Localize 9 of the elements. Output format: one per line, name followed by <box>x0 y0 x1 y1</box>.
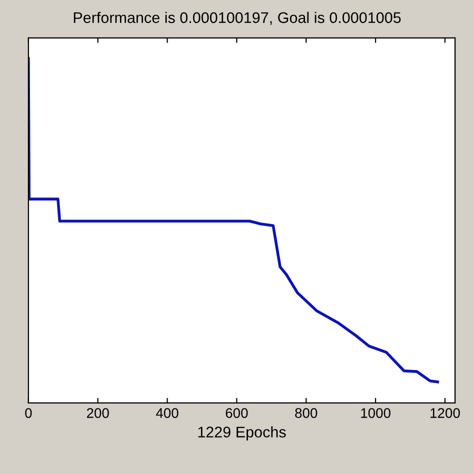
x-tick-label: 1000 <box>361 408 390 418</box>
x-tick-label: 200 <box>86 408 109 418</box>
x-tick-label: 400 <box>156 408 178 418</box>
x-tick-label: 600 <box>226 408 248 418</box>
x-axis-title: 1229 Epochs <box>198 426 286 441</box>
chart-title: Performance is 0.000100197, Goal is 0.0001005 <box>74 12 401 25</box>
x-tick-label: 0 <box>25 408 32 418</box>
x-tick-label: 800 <box>295 408 318 418</box>
x-tick-label: 1200 <box>430 408 460 418</box>
